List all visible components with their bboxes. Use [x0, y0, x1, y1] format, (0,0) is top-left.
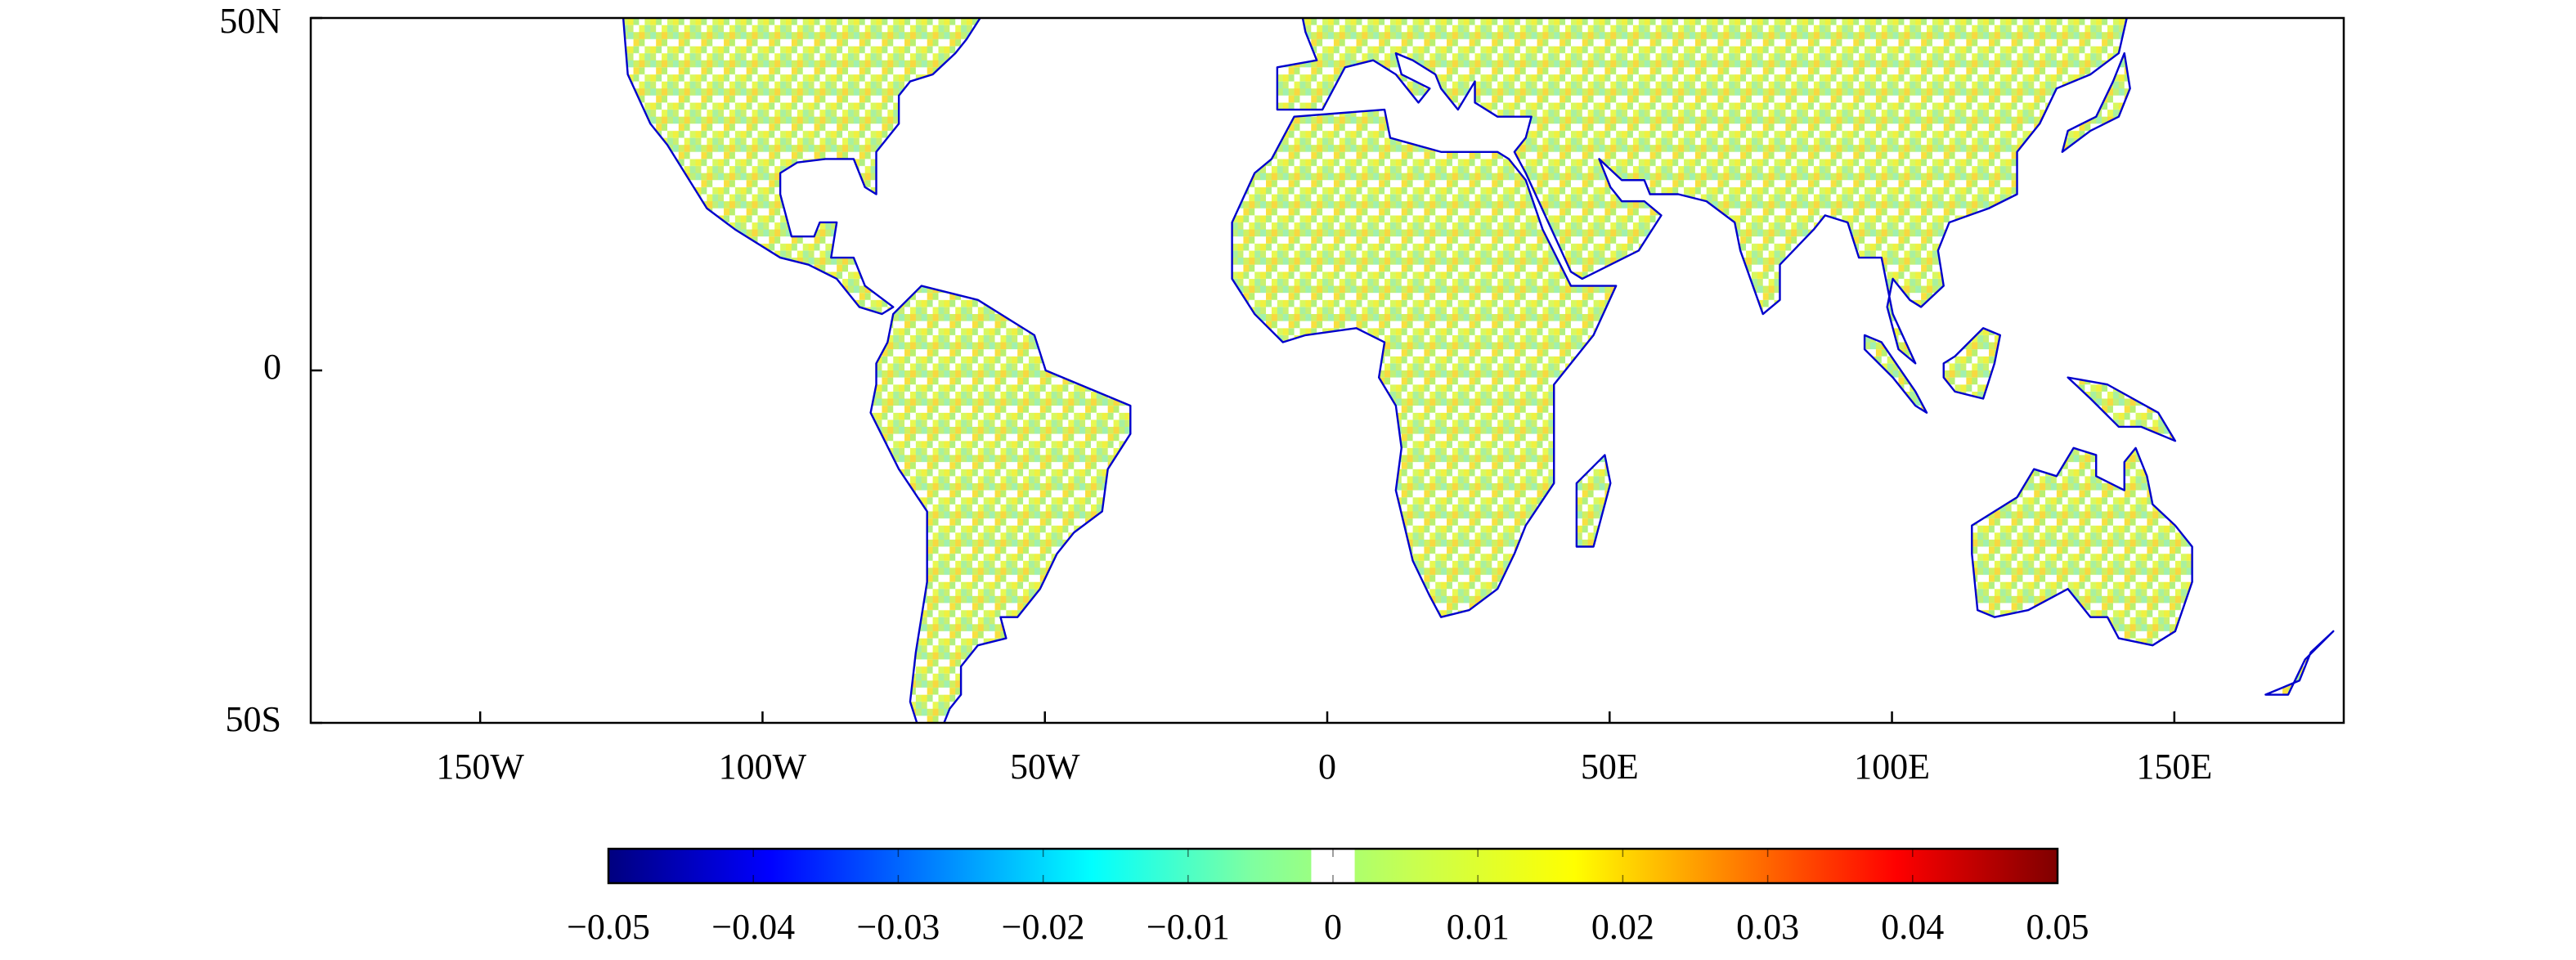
y-tick-label: 0	[263, 347, 281, 387]
colorbar-frame	[607, 847, 2059, 885]
colorbar-tick-label: 0.03	[1736, 907, 1799, 947]
x-tick-label: 100W	[719, 747, 807, 787]
colorbar-tick-label: 0.01	[1447, 907, 1510, 947]
madagascar	[1577, 455, 1610, 546]
new-guinea	[2068, 378, 2175, 442]
colorbar-tick-label: 0.04	[1881, 907, 1944, 947]
colorbar-tick-label: −0.02	[1002, 907, 1085, 947]
colorbar-tick-label: −0.01	[1147, 907, 1230, 947]
africa	[1232, 110, 1617, 617]
eurasia	[1277, 18, 2130, 364]
colorbar-tick-label: 0.05	[2026, 907, 2089, 947]
colorbar-tick-label: −0.03	[856, 907, 940, 947]
colorbar-tick-label: 0	[1324, 907, 1342, 947]
new-zealand	[2265, 631, 2333, 695]
colorbar-tick-label: −0.04	[711, 907, 795, 947]
x-tick-label: 0	[1318, 747, 1336, 787]
y-tick-label: 50N	[219, 1, 281, 41]
land-layer	[622, 18, 2334, 723]
map-area	[622, 18, 2334, 723]
x-tick-label: 50W	[1010, 747, 1080, 787]
japan	[2062, 53, 2130, 152]
south-america	[871, 286, 1131, 723]
north-america	[622, 18, 990, 314]
x-tick-label: 150E	[2136, 747, 2212, 787]
colorbar-tick-label: −0.05	[567, 907, 650, 947]
y-tick-label: 50S	[226, 699, 281, 739]
x-tick-label: 100E	[1854, 747, 1930, 787]
colorbar: −0.05 −0.04 −0.03 −0.02 −0.01 0 0.01 0.02 0.03 0.…	[567, 847, 2089, 947]
colorbar-tick-label: 0.02	[1591, 907, 1654, 947]
x-tick-label: 150W	[436, 747, 524, 787]
borneo	[1944, 328, 2000, 398]
australia	[1972, 448, 2192, 645]
sumatra	[1865, 335, 1927, 413]
x-tick-label: 50E	[1581, 747, 1639, 787]
